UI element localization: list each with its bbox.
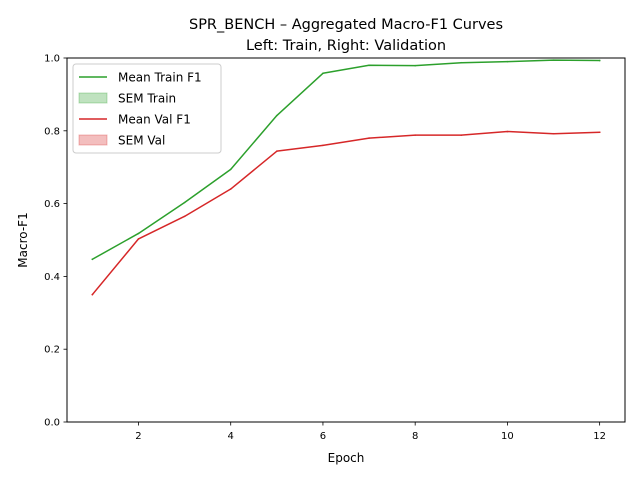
y-tick-label-5: 1.0 bbox=[44, 54, 60, 65]
legend-patch-sem-val bbox=[78, 134, 108, 146]
legend: Mean Train F1 SEM Train Mean Val F1 SEM … bbox=[72, 63, 222, 154]
x-tick-label-1: 4 bbox=[228, 431, 234, 442]
legend-label-sem-val: SEM Val bbox=[118, 134, 165, 148]
data-point-s0-4 bbox=[276, 114, 278, 117]
data-point-s1-2 bbox=[183, 215, 186, 218]
data-point-s0-1 bbox=[137, 232, 140, 235]
chart-title-line2: Left: Train, Right: Validation bbox=[246, 38, 446, 54]
data-point-s1-8 bbox=[460, 134, 463, 136]
x-axis-label: Epoch bbox=[328, 451, 365, 465]
x-tick-label-3: 8 bbox=[412, 431, 418, 442]
y-tick-label-1: 0.2 bbox=[44, 345, 60, 356]
data-point-s1-9 bbox=[506, 130, 509, 133]
data-point-s0-8 bbox=[460, 61, 463, 64]
y-tick-label-0: 0.0 bbox=[44, 418, 60, 429]
data-point-s1-0 bbox=[91, 293, 94, 296]
data-point-s1-3 bbox=[229, 188, 232, 190]
data-point-s1-7 bbox=[414, 134, 416, 136]
data-point-s0-10 bbox=[552, 59, 555, 61]
legend-patch-sem-train bbox=[78, 92, 108, 104]
legend-label-sem-train: SEM Train bbox=[118, 92, 176, 106]
legend-label-train: Mean Train F1 bbox=[118, 71, 202, 85]
y-axis-ticks: 0.0 0.2 0.4 0.6 0.8 1.0 bbox=[44, 54, 67, 429]
data-point-s0-5 bbox=[322, 72, 324, 75]
y-tick-label-3: 0.6 bbox=[44, 199, 60, 210]
series-line-0 bbox=[91, 59, 601, 261]
data-point-s1-4 bbox=[276, 150, 278, 152]
y-tick-label-4: 0.8 bbox=[44, 126, 60, 137]
data-point-s1-6 bbox=[368, 137, 370, 139]
data-point-s1-10 bbox=[552, 132, 555, 135]
y-tick-label-2: 0.4 bbox=[44, 272, 60, 283]
series-line-1 bbox=[91, 130, 601, 296]
x-tick-label-4: 10 bbox=[501, 431, 514, 442]
chart-title-line1: SPR_BENCH – Aggregated Macro-F1 Curves bbox=[189, 17, 503, 33]
legend-label-val: Mean Val F1 bbox=[118, 113, 191, 127]
data-point-s1-1 bbox=[137, 238, 140, 240]
data-point-s0-9 bbox=[506, 60, 509, 63]
data-point-s0-3 bbox=[229, 168, 232, 171]
y-axis-label: Macro-F1 bbox=[16, 212, 30, 267]
data-point-s0-2 bbox=[183, 201, 186, 204]
x-tick-label-2: 6 bbox=[320, 431, 326, 442]
x-tick-label-0: 2 bbox=[135, 431, 141, 442]
data-point-s1-5 bbox=[322, 144, 324, 147]
legend-box bbox=[72, 63, 222, 154]
data-point-s0-7 bbox=[414, 64, 416, 67]
data-point-s0-11 bbox=[598, 59, 601, 62]
data-point-s0-0 bbox=[91, 258, 94, 261]
series-layer bbox=[91, 59, 601, 296]
x-tick-label-5: 12 bbox=[593, 431, 606, 442]
data-point-s0-6 bbox=[368, 64, 370, 67]
data-point-s1-11 bbox=[598, 131, 601, 134]
x-axis-ticks: 2 4 6 8 10 12 bbox=[135, 422, 606, 442]
plot-frame bbox=[66, 57, 626, 423]
